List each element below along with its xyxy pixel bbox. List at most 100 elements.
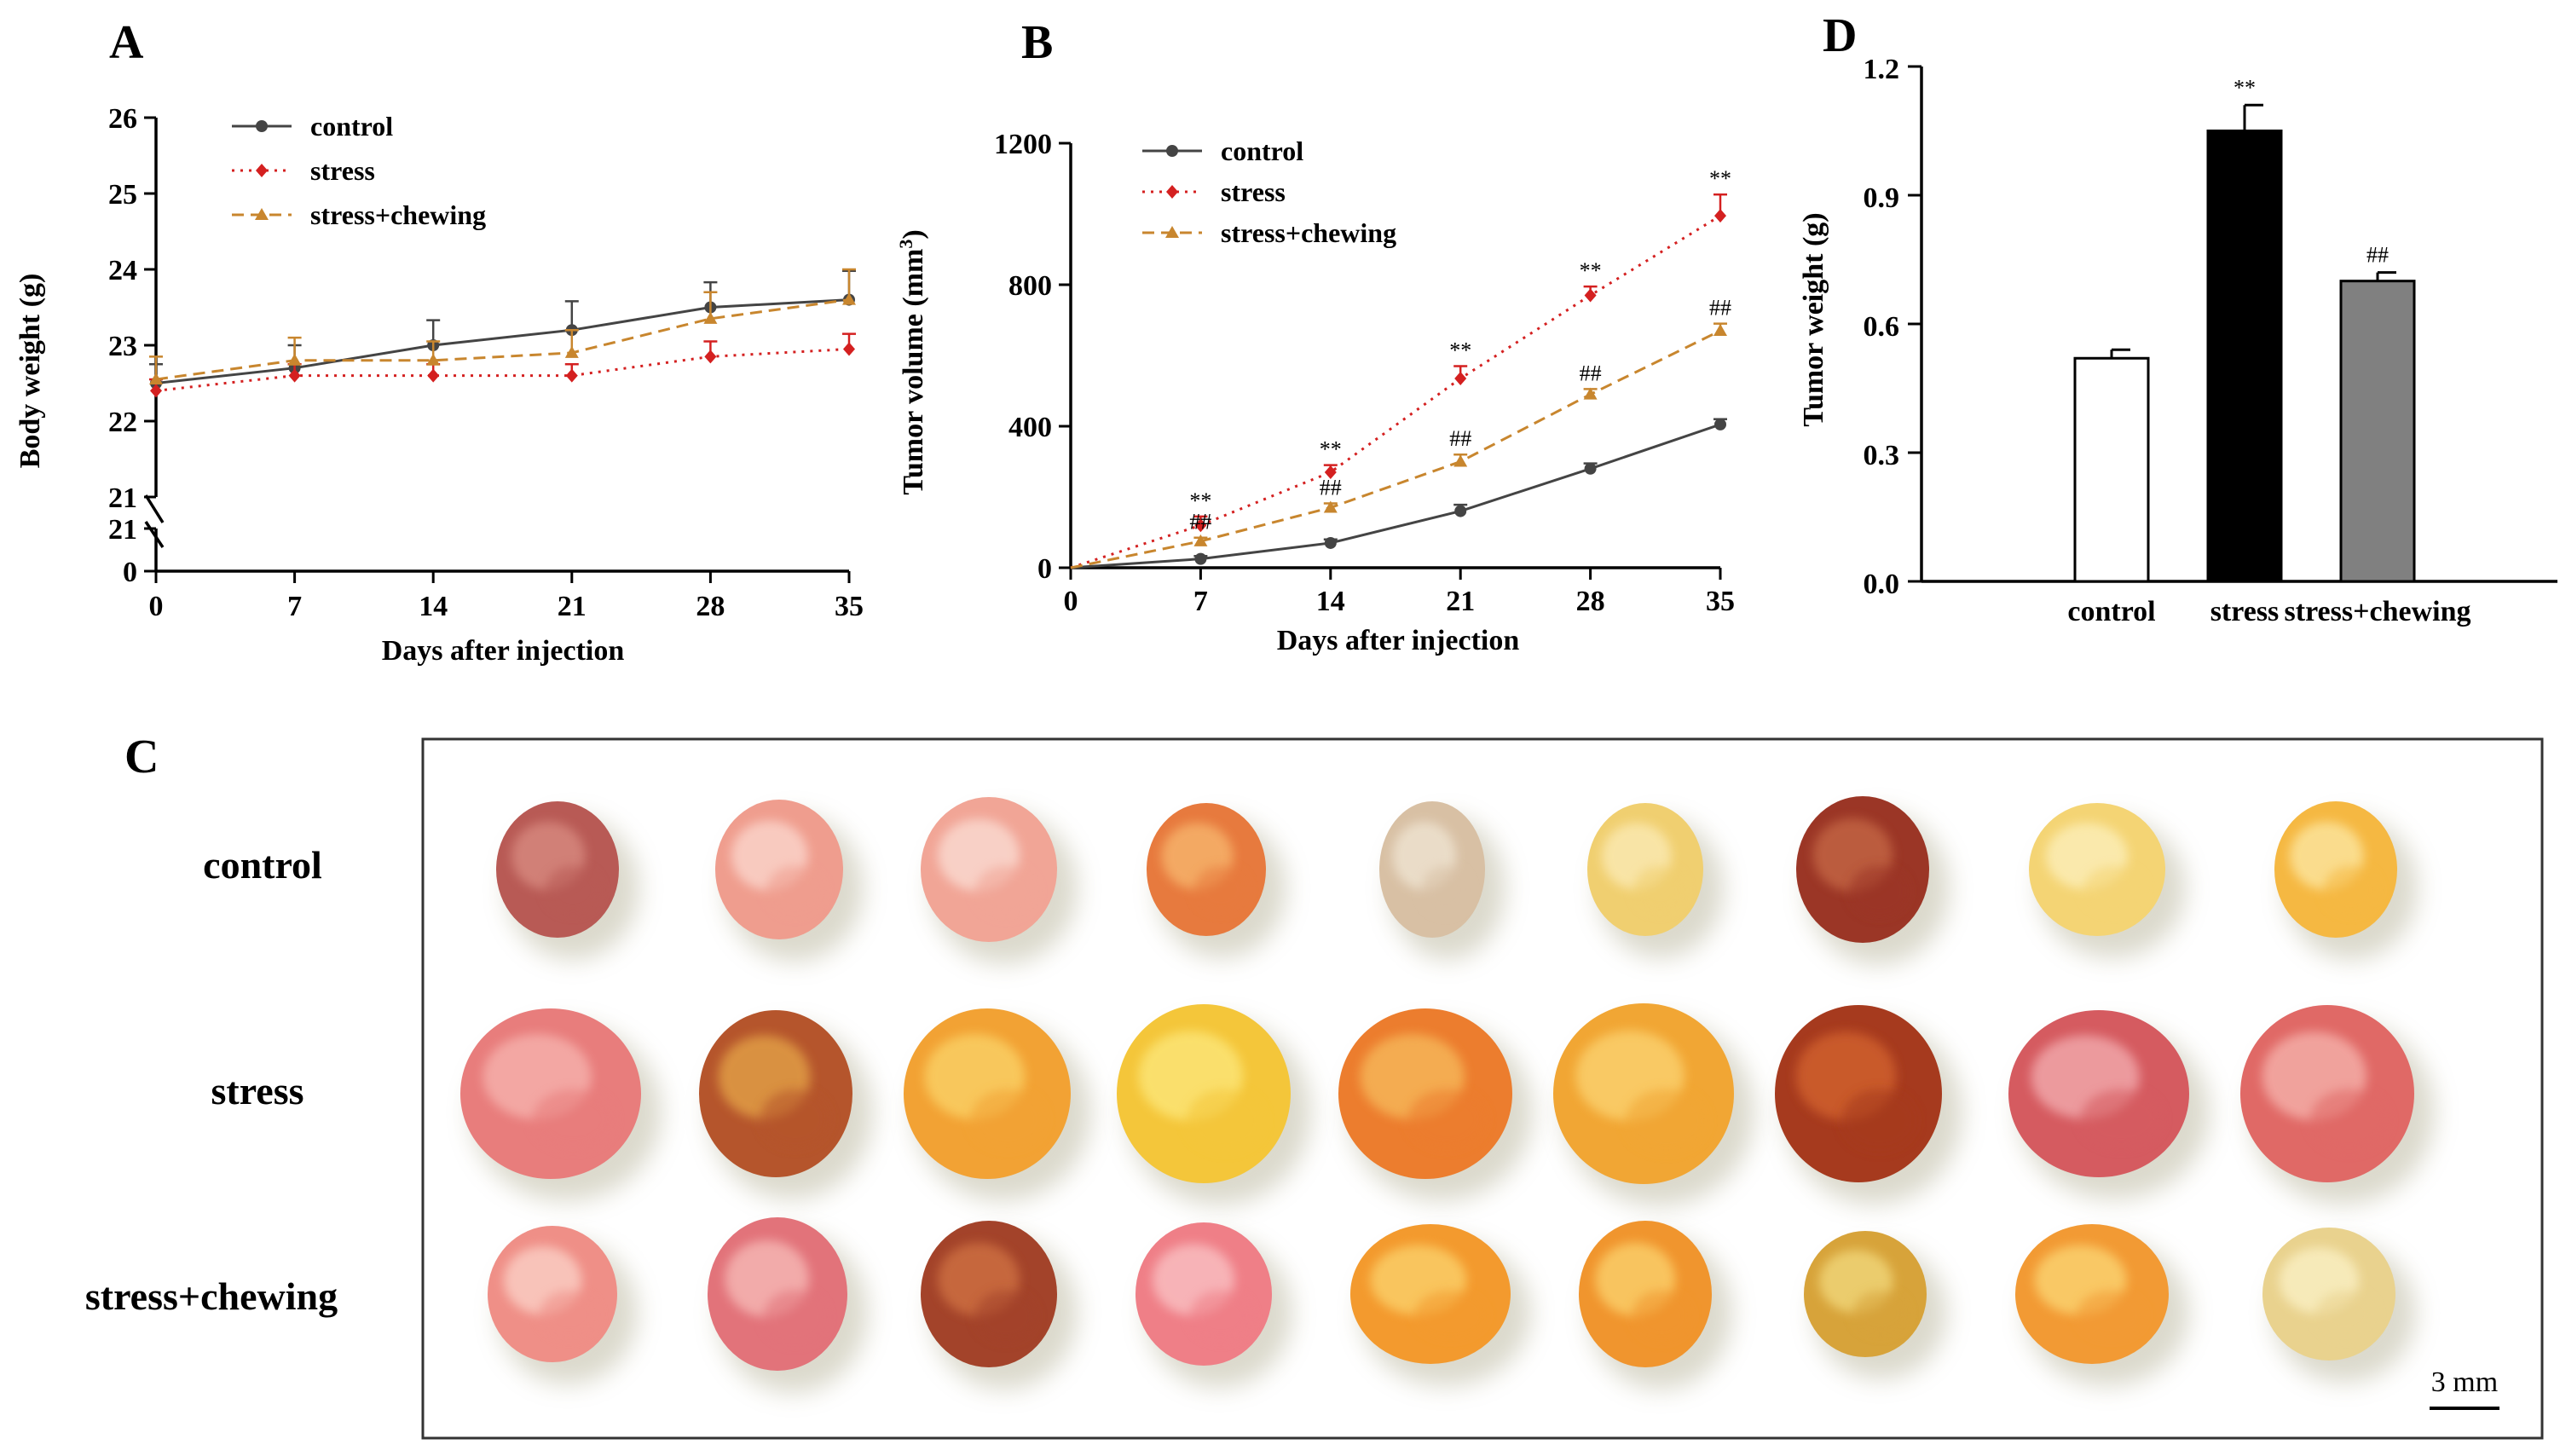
chart-a-legend-label-stress: stress (310, 155, 375, 186)
chart-d-ytick-label: 0.6 (1864, 311, 1900, 343)
chart-a-ytick-label: 24 (108, 255, 137, 286)
chart-a-line-stress-chewing (155, 298, 850, 381)
chart-b-point-control (1714, 418, 1726, 430)
chart-b-annotation-stress-chewing: ## (1189, 510, 1211, 534)
chart-b-point-stress-chewing (1583, 387, 1598, 400)
chart-b-xtick-label: 14 (1316, 586, 1345, 617)
panel-label-a: A (109, 16, 144, 69)
tumor-photo (708, 1217, 868, 1393)
chart-b-point-stress-chewing (1453, 454, 1468, 467)
chart-b-ytick-label: 800 (1008, 270, 1052, 302)
chart-b-annotation-stress-chewing: ## (1580, 361, 1602, 385)
tumor-photo (1117, 1004, 1311, 1205)
chart-b-point-control (1324, 536, 1337, 549)
tumor-photo (1136, 1222, 1292, 1388)
chart-b-ytick-label: 400 (1008, 412, 1052, 443)
tumor-photo (715, 800, 864, 962)
chart-d-bar-stress-chewing (2339, 280, 2416, 583)
chart-b-line-stress-chewing (1070, 329, 1721, 569)
chart-b-ylabel: Tumor volume (mm3) (895, 229, 929, 494)
row-label-stress-chewing: stress+chewing (85, 1274, 338, 1318)
chart-a-point-stress-chewing (703, 311, 718, 324)
chart-d-annotation-stress: ** (2233, 75, 2256, 100)
tumor-photo (488, 1226, 638, 1384)
chart-a-point-stress-chewing (564, 345, 579, 358)
chart-b-annotation-stress-chewing: ## (1320, 475, 1342, 500)
tumor-photo (1338, 1008, 1533, 1201)
chart-b-legend-label-stress-chewing: stress+chewing (1221, 217, 1396, 248)
chart-b-legend-marker-stress-chewing (1165, 226, 1179, 238)
tumor-photo (1350, 1224, 1531, 1386)
chart-a-point-stress (843, 342, 855, 356)
chart-a-line-stress (155, 347, 850, 392)
chart-d-ylabel: Tumor weight (g) (1798, 212, 1829, 426)
chart-b-legend-marker-stress (1166, 185, 1178, 199)
tumor-photo (1579, 1221, 1732, 1390)
chart-b-point-stress (1584, 288, 1597, 303)
chart-b-point-stress (1714, 209, 1726, 223)
tumor-photo (1147, 803, 1286, 958)
tumor-photo (1379, 801, 1505, 960)
chart-b-annotation-stress: ** (1709, 166, 1731, 191)
chart-d-ytick-label: 0.3 (1864, 440, 1900, 471)
chart-b: Tumor volume (mm3) Days after injection … (895, 129, 1735, 656)
chart-b-legend-label-control: control (1221, 136, 1303, 166)
chart-b-point-stress (1454, 371, 1467, 385)
chart-b-annotation-stress: ** (1580, 258, 1602, 283)
chart-a: Body weight (g) Days after injection 212… (14, 103, 864, 667)
chart-b-annotation-stress-chewing: ## (1449, 426, 1471, 451)
chart-a-point-stress (150, 384, 162, 398)
chart-a-ylabel: Body weight (g) (14, 274, 46, 469)
tumor-photo (1775, 1005, 1962, 1205)
panel-label-c: C (124, 731, 159, 783)
chart-a-ytick-label: 25 (108, 179, 137, 211)
tumor-photo (2274, 801, 2418, 960)
chart-a-point-stress-chewing (149, 373, 163, 385)
chart-b-annotation-stress: ** (1449, 338, 1471, 362)
tumor-photo (2262, 1228, 2416, 1383)
chart-a-ytick-label: 26 (108, 103, 137, 135)
chart-a-legend-label-control: control (310, 111, 393, 142)
chart-b-point-control (1194, 552, 1207, 565)
chart-b-xtick-label: 35 (1706, 586, 1735, 617)
chart-a-xtick-label: 21 (558, 591, 587, 622)
chart-a-xtick-label: 0 (149, 591, 164, 622)
row-label-control: control (203, 843, 322, 887)
chart-a-xtick-label: 7 (287, 591, 302, 622)
chart-b-line-control (1070, 423, 1721, 569)
tumor-photo (2015, 1224, 2189, 1386)
tumor-photo (699, 1010, 873, 1199)
chart-d-category-label-stress: stress (2210, 596, 2280, 627)
tumor-photo (904, 1008, 1091, 1201)
chart-b-xtick-label: 7 (1193, 586, 1208, 617)
chart-d-ytick-label: 1.2 (1864, 54, 1900, 85)
chart-d-ytick-label: 0.0 (1864, 569, 1900, 600)
chart-a-xtick-label: 14 (419, 591, 448, 622)
chart-a-axis-break-mark (144, 494, 165, 523)
chart-d-ytick-label: 0.9 (1864, 182, 1900, 214)
chart-a-ytick-label: 0 (123, 557, 137, 588)
tumor-photo (1804, 1231, 1947, 1379)
chart-b-xtick-label: 28 (1576, 586, 1605, 617)
chart-b-ytick-label: 0 (1037, 553, 1052, 585)
chart-b-annotation-stress: ** (1189, 488, 1211, 513)
panel-label-d: D (1823, 9, 1857, 62)
chart-a-legend-marker-control (256, 120, 268, 132)
chart-a-point-stress (704, 350, 717, 364)
chart-b-point-stress-chewing (1713, 323, 1727, 336)
tumor-photo (921, 797, 1078, 964)
chart-a-legend-marker-stress-chewing (255, 208, 269, 220)
tumor-photo (2008, 1010, 2210, 1199)
chart-a-point-stress (565, 368, 578, 383)
chart-a-ytick-label: 23 (108, 331, 137, 362)
chart-b-xtick-label: 0 (1064, 586, 1078, 617)
chart-b-point-stress-chewing (1193, 534, 1208, 546)
chart-b-point-control (1584, 462, 1597, 475)
chart-b-xlabel: Days after injection (1277, 625, 1520, 656)
chart-b-point-stress (1324, 465, 1337, 479)
chart-a-axis-break-mark (144, 521, 165, 548)
chart-d-bar-control (2073, 356, 2150, 583)
chart-d-annotation-stress-chewing: ## (2366, 243, 2389, 268)
chart-a-ytick-label: 22 (108, 407, 137, 438)
